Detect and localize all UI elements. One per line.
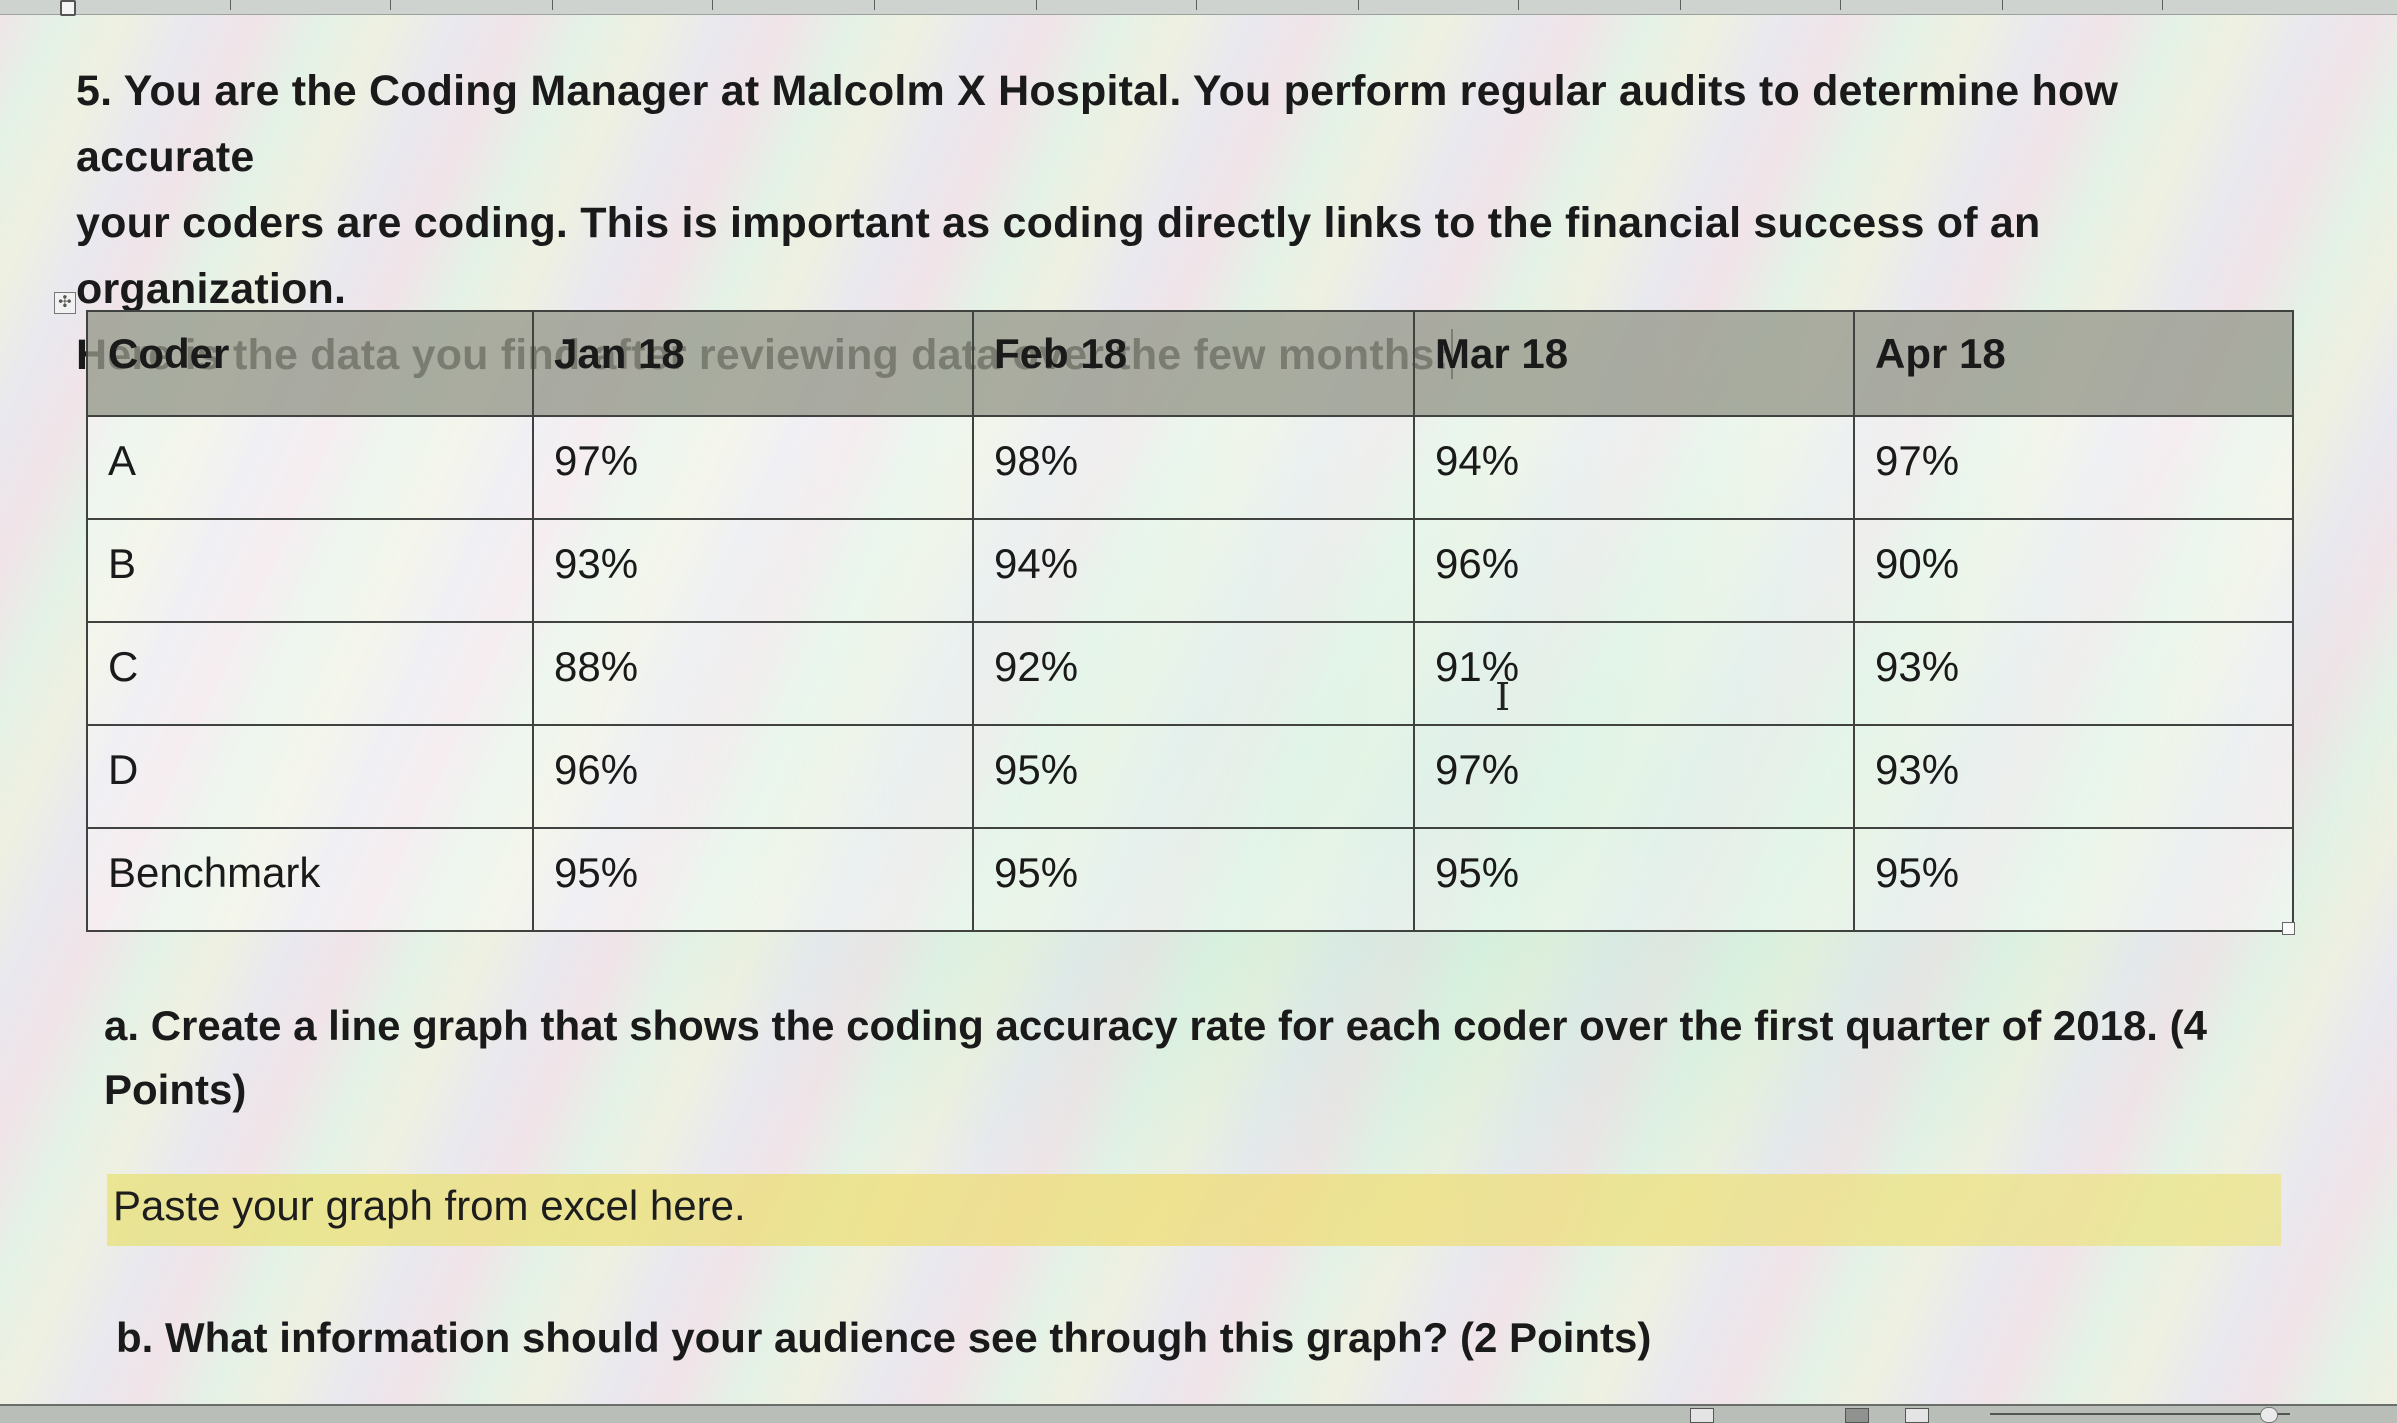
value-cell[interactable]: 95% [532,827,974,932]
ruler-tick [1196,0,1197,10]
coder-name-cell[interactable]: D [86,724,534,829]
ruler-tick [390,0,391,10]
coder-name-cell[interactable]: Benchmark [86,827,534,932]
part-b-question[interactable]: b. What information should your audience… [116,1314,1652,1361]
ruler-tick [1358,0,1359,10]
value-cell[interactable]: 90% [1853,518,2294,623]
ruler-tick [1036,0,1037,10]
header-jan-18[interactable]: Jan 18 [532,310,974,417]
table-row: A 97% 98% 94% 97% [86,415,2294,520]
value-cell[interactable]: 97% [532,415,974,520]
ruler-tick [2002,0,2003,10]
horizontal-ruler[interactable] [0,0,2397,16]
table-resize-handle[interactable] [2282,922,2295,935]
value-cell[interactable]: 98% [972,415,1415,520]
part-a-line-2: Points) [104,1066,247,1113]
question-intro-line-1: 5. You are the Coding Manager at Malcolm… [76,67,2119,181]
value-cell[interactable]: 96% [532,724,974,829]
header-feb-18[interactable]: Feb 18 [972,310,1415,417]
table-row: D 96% 95% 97% 93% [86,724,2294,829]
value-cell[interactable]: 95% [1853,827,2294,932]
ruler-tick [1680,0,1681,10]
value-cell[interactable]: 94% [1413,415,1855,520]
ruler-indent-marker[interactable] [60,0,76,16]
ruler-tick [874,0,875,10]
value-cell[interactable]: 94% [972,518,1415,623]
table-row-benchmark: Benchmark 95% 95% 95% 95% [86,827,2294,932]
answer-placeholder-box[interactable]: Paste your graph from excel here. [107,1174,2281,1246]
coder-accuracy-table: Coder Jan 18 Feb 18 Mar 18 Apr 18 A 97% … [86,310,2294,932]
ruler-tick [1840,0,1841,10]
header-mar-18[interactable]: Mar 18 [1413,310,1855,417]
ruler-tick [712,0,713,10]
ruler-tick [552,0,553,10]
table-row: B 93% 94% 96% 90% [86,518,2294,623]
value-cell[interactable]: 92% [972,621,1415,726]
value-cell[interactable]: 95% [972,724,1415,829]
value-cell[interactable]: 88% [532,621,974,726]
answer-placeholder-text: Paste your graph from excel here. [113,1182,746,1229]
value-cell[interactable]: 97% [1853,415,2294,520]
table-move-handle-icon[interactable]: ✣ [54,292,76,314]
value-cell[interactable]: 96% [1413,518,1855,623]
header-apr-18[interactable]: Apr 18 [1853,310,2294,417]
question-intro-line-2: your coders are coding. This is importan… [76,199,2041,313]
header-coder[interactable]: Coder [86,310,534,417]
table-row: C 88% 92% 91% 93% [86,621,2294,726]
ruler-tick [230,0,231,10]
value-cell-with-ibeam[interactable]: 91% [1413,621,1855,726]
part-a-question[interactable]: a. Create a line graph that shows the co… [104,994,2284,1122]
status-bar [0,1404,2397,1423]
value-cell[interactable]: 93% [1853,621,2294,726]
value-cell[interactable]: 93% [532,518,974,623]
zoom-slider[interactable] [1990,1413,2290,1415]
coder-name-cell[interactable]: C [86,621,534,726]
ruler-tick [1518,0,1519,10]
value-cell[interactable]: 97% [1413,724,1855,829]
coder-name-cell[interactable]: A [86,415,534,520]
part-a-line-1: a. Create a line graph that shows the co… [104,1002,2207,1049]
ruler-tick [2162,0,2163,10]
table-header-row: Coder Jan 18 Feb 18 Mar 18 Apr 18 [86,310,2294,417]
value-cell[interactable]: 93% [1853,724,2294,829]
coder-name-cell[interactable]: B [86,518,534,623]
value-cell[interactable]: 95% [1413,827,1855,932]
value-cell[interactable]: 95% [972,827,1415,932]
